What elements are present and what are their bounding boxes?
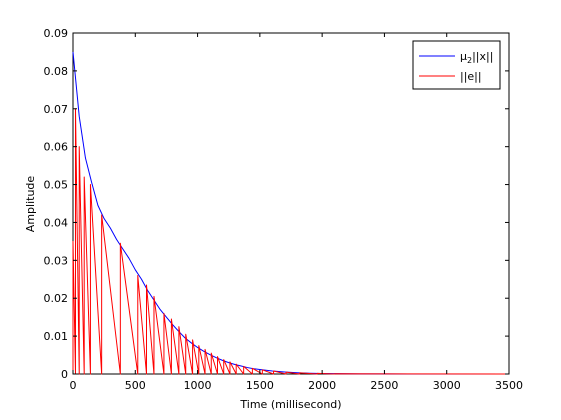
x-tick-label-7: 3500 [495, 379, 523, 392]
x-tick-label-2: 1000 [184, 379, 212, 392]
y-tick-label-4: 0.04 [44, 216, 69, 229]
y-tick-label-9: 0.09 [44, 27, 69, 40]
legend-label-series-2-main: ||e|| [460, 70, 482, 83]
x-tick-label-6: 3000 [433, 379, 461, 392]
y-tick-label-7: 0.07 [44, 103, 69, 116]
x-ticks: 0 500 1000 1500 2000 2500 3000 3500 [70, 33, 523, 392]
y-tick-label-0: 0 [61, 368, 68, 381]
legend: μ2||x|| ||e|| [412, 40, 501, 90]
legend-label-series-1-rest: ||x|| [472, 50, 493, 63]
y-tick-label-2: 0.02 [44, 292, 69, 305]
x-tick-label-5: 2500 [370, 379, 398, 392]
legend-box [412, 40, 501, 90]
x-tick-label-3: 1500 [246, 379, 274, 392]
x-tick-label-0: 0 [70, 379, 77, 392]
y-tick-label-3: 0.03 [44, 254, 69, 267]
x-axis-label: Time (millisecond) [239, 398, 341, 411]
y-tick-label-8: 0.08 [44, 65, 69, 78]
x-tick-label-1: 500 [125, 379, 146, 392]
legend-label-series-1: μ2||x|| [460, 50, 493, 65]
x-tick-label-4: 2000 [308, 379, 336, 392]
y-tick-label-6: 0.06 [44, 141, 69, 154]
plot-frame [72, 32, 510, 375]
legend-label-series-1-main: μ [460, 50, 467, 63]
y-tick-label-5: 0.05 [44, 179, 69, 192]
y-tick-label-1: 0.01 [44, 330, 69, 343]
y-axis-label: Amplitude [24, 176, 37, 233]
plot-area: 0 500 1000 1500 2000 2500 3000 3500 0 0.01 0.02 0.… [44, 27, 524, 392]
legend-label-series-2: ||e|| [460, 70, 482, 83]
legend-label-series-1-sub: 2 [467, 56, 472, 65]
series-line-2 [72, 108, 510, 375]
y-ticks: 0 0.01 0.02 0.03 0.04 0.05 0.06 0.07 0.08 0.09 [44, 27, 509, 381]
